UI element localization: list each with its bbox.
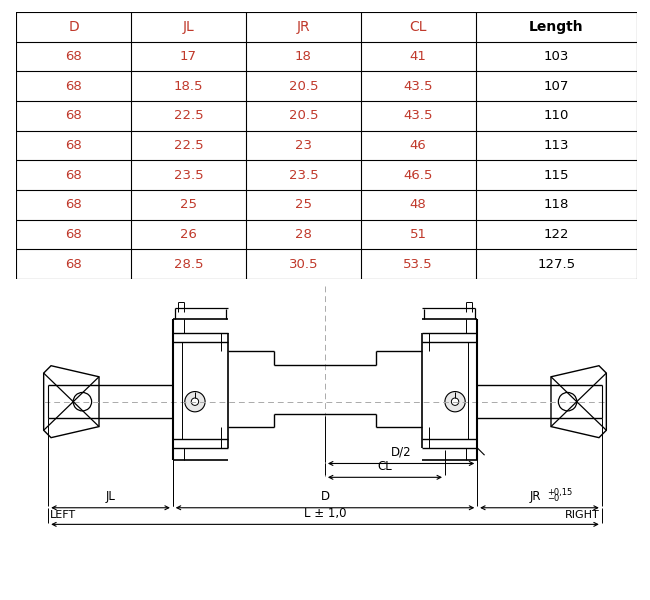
Text: 103: 103 [543,50,569,63]
Text: RIGHT: RIGHT [565,509,600,520]
Circle shape [445,392,465,412]
Text: 68: 68 [65,80,82,92]
Text: 115: 115 [543,169,569,182]
Circle shape [191,398,199,406]
Text: 28.5: 28.5 [174,257,203,271]
Text: 68: 68 [65,257,82,271]
Text: 127.5: 127.5 [538,257,575,271]
Text: JR: JR [530,490,541,503]
Text: Length: Length [529,20,584,34]
Text: −0: −0 [547,494,559,503]
Text: 25: 25 [295,199,312,211]
Text: 23: 23 [295,139,312,152]
Text: L ± 1,0: L ± 1,0 [304,507,346,520]
Text: 20.5: 20.5 [289,80,318,92]
Text: 48: 48 [410,199,426,211]
Text: 51: 51 [410,228,426,241]
Text: 118: 118 [543,199,569,211]
Text: D: D [68,20,79,34]
Circle shape [451,398,459,406]
Text: 23.5: 23.5 [174,169,203,182]
Text: 68: 68 [65,50,82,63]
Polygon shape [551,366,606,437]
Text: 43.5: 43.5 [404,109,433,122]
Text: JL: JL [183,20,194,34]
Text: 22.5: 22.5 [174,139,203,152]
Text: D: D [320,490,330,503]
Text: CL: CL [378,460,393,473]
Text: 46.5: 46.5 [404,169,433,182]
Text: 68: 68 [65,109,82,122]
Text: 30.5: 30.5 [289,257,318,271]
Text: 110: 110 [543,109,569,122]
Text: CL: CL [410,20,427,34]
Polygon shape [44,366,99,437]
Text: 53.5: 53.5 [404,257,433,271]
Text: 28: 28 [295,228,312,241]
Text: 68: 68 [65,228,82,241]
Text: 68: 68 [65,199,82,211]
Text: 17: 17 [180,50,197,63]
Text: 18: 18 [295,50,312,63]
Circle shape [558,392,577,411]
Text: 68: 68 [65,169,82,182]
Text: 25: 25 [180,199,197,211]
Text: 122: 122 [543,228,569,241]
Text: 107: 107 [543,80,569,92]
Text: 20.5: 20.5 [289,109,318,122]
Text: 113: 113 [543,139,569,152]
Text: +0,15: +0,15 [547,488,572,497]
Text: JL: JL [105,490,116,503]
Text: 22.5: 22.5 [174,109,203,122]
Text: 41: 41 [410,50,426,63]
Text: D/2: D/2 [391,446,411,459]
Text: 23.5: 23.5 [289,169,318,182]
Text: LEFT: LEFT [50,509,76,520]
Text: 26: 26 [180,228,197,241]
Text: 46: 46 [410,139,426,152]
Circle shape [73,392,92,411]
Text: JR: JR [296,20,310,34]
Text: 43.5: 43.5 [404,80,433,92]
Text: 68: 68 [65,139,82,152]
Circle shape [185,392,205,412]
Text: 18.5: 18.5 [174,80,203,92]
